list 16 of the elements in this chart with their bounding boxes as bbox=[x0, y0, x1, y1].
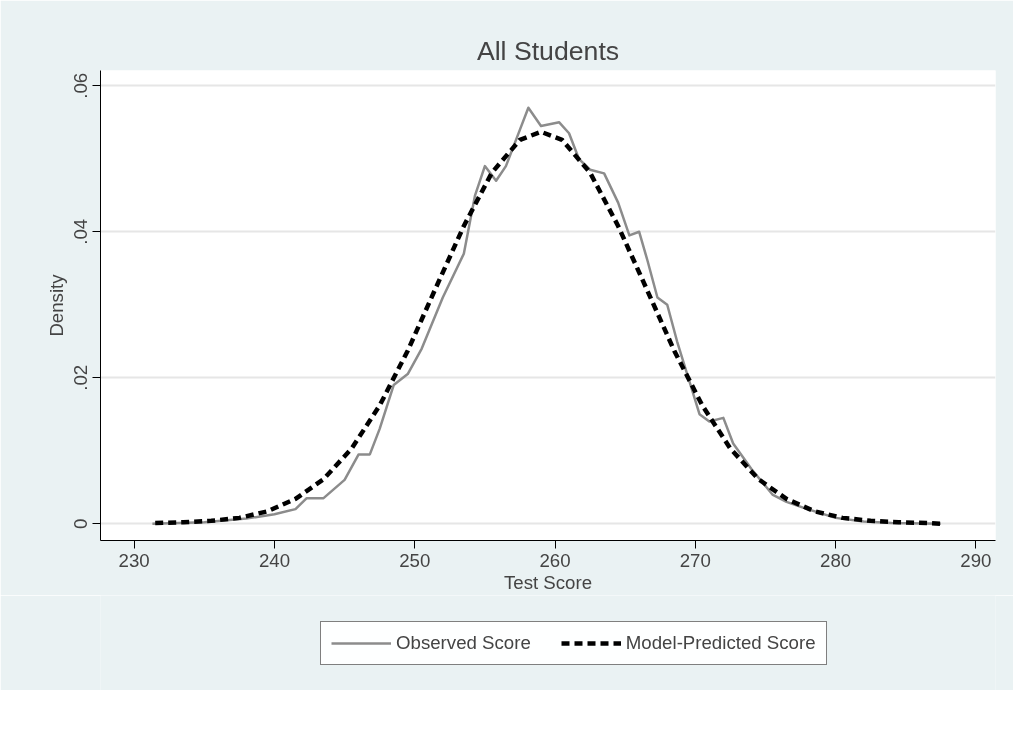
x-tick-label: 290 bbox=[960, 549, 992, 571]
chart-title: All Students bbox=[476, 35, 620, 66]
y-tick-label: .04 bbox=[70, 218, 92, 245]
y-tick-label: .02 bbox=[70, 364, 92, 391]
x-tick-label: 260 bbox=[539, 549, 571, 571]
x-axis-title: Test Score bbox=[503, 571, 593, 593]
y-axis-title: Density bbox=[45, 273, 67, 337]
x-tick-label: 280 bbox=[820, 549, 852, 571]
y-tick-label: 0 bbox=[70, 518, 92, 529]
legend-label: Observed Score bbox=[396, 632, 531, 654]
x-tick-label: 270 bbox=[679, 549, 711, 571]
x-tick-label: 230 bbox=[118, 549, 150, 571]
x-tick-label: 240 bbox=[258, 549, 291, 571]
legend-label: Model-Predicted Score bbox=[625, 632, 816, 654]
y-tick-label: .06 bbox=[70, 72, 92, 99]
x-tick-label: 250 bbox=[399, 549, 431, 571]
